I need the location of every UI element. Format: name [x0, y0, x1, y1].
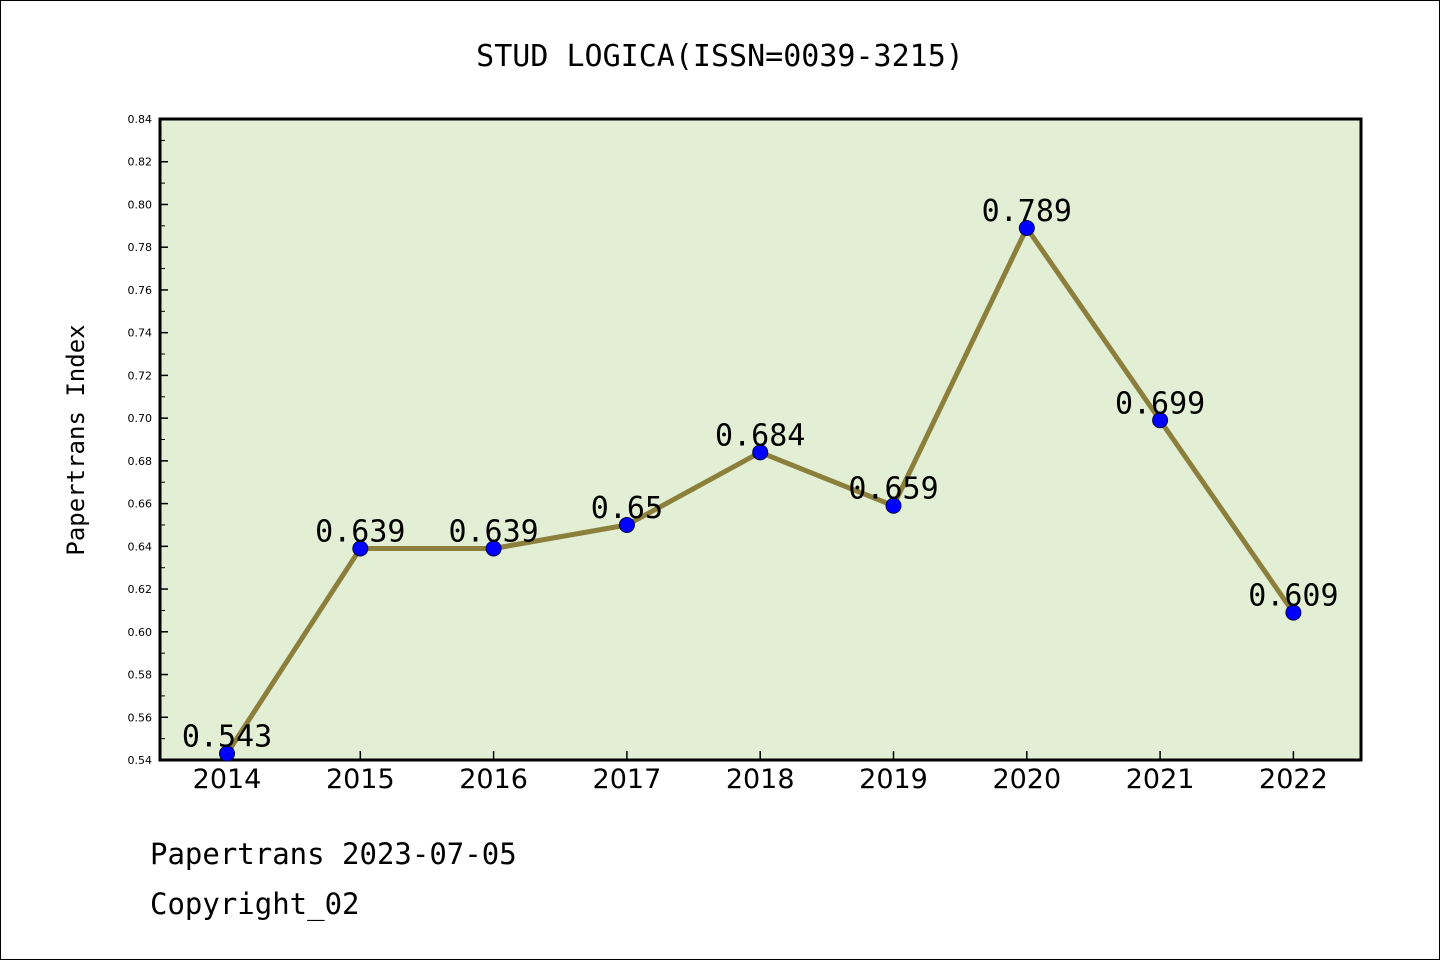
footer-copyright: Copyright_02 [150, 887, 360, 922]
y-tick-label: 0.54 [128, 754, 153, 767]
data-point [485, 540, 502, 557]
data-label: 0.699 [1115, 386, 1205, 421]
x-tick-label: 2015 [326, 764, 395, 795]
y-tick-label: 0.64 [128, 540, 153, 553]
y-tick-label: 0.56 [128, 711, 153, 724]
data-label: 0.543 [182, 720, 272, 755]
data-label: 0.684 [715, 418, 805, 453]
data-point [352, 540, 369, 557]
footer-date-stamp: Papertrans 2023-07-05 [150, 837, 517, 871]
y-tick-label: 0.82 [128, 156, 153, 169]
y-tick-label: 0.76 [128, 284, 153, 297]
data-label: 0.639 [315, 514, 405, 549]
y-tick-label: 0.84 [128, 113, 153, 126]
y-tick-label: 0.68 [128, 455, 153, 468]
y-tick-label: 0.66 [128, 498, 153, 511]
x-tick-label: 2019 [859, 764, 928, 795]
y-tick-label: 0.60 [128, 626, 153, 639]
x-tick-label: 2020 [992, 764, 1061, 795]
data-label: 0.789 [982, 194, 1072, 229]
data-point [752, 444, 769, 461]
chart-title: STUD LOGICA(ISSN=0039-3215) [476, 39, 964, 74]
plot-area [158, 117, 1363, 762]
y-tick-label: 0.62 [128, 583, 153, 596]
x-tick-label: 2021 [1126, 764, 1195, 795]
data-point [885, 497, 902, 514]
data-point [1152, 412, 1169, 429]
y-axis-label: Papertrans Index [62, 324, 90, 555]
x-tick-label: 2014 [193, 764, 262, 795]
y-axis: 0.54 0.56 0.58 0.60 0.62 0.64 0.66 0.68 0.70 0.72… [128, 113, 168, 767]
data-labels: 0.543 0.639 0.639 0.65 0.684 0.659 0.789 0.699 0… [182, 194, 1339, 755]
data-point [618, 516, 635, 533]
x-axis: 2014 2015 2016 2017 2018 2019 2020 2021 2022 [193, 751, 1328, 795]
y-tick-label: 0.74 [128, 327, 153, 340]
y-tick-label: 0.72 [128, 369, 153, 382]
data-point [219, 745, 235, 762]
x-tick-label: 2018 [726, 764, 795, 795]
data-label: 0.65 [591, 491, 663, 526]
y-tick-label: 0.70 [128, 412, 153, 425]
x-tick-label: 2016 [459, 764, 528, 795]
data-label: 0.609 [1248, 579, 1338, 614]
data-label: 0.659 [848, 472, 938, 507]
y-tick-label: 0.58 [128, 669, 153, 682]
y-tick-label: 0.78 [128, 241, 153, 254]
data-label: 0.639 [448, 514, 538, 549]
y-tick-label: 0.80 [128, 198, 153, 211]
data-point [1285, 604, 1302, 621]
x-tick-label: 2022 [1259, 764, 1328, 795]
series-points [219, 219, 1302, 762]
data-point [1018, 219, 1035, 236]
x-tick-label: 2017 [593, 764, 662, 795]
